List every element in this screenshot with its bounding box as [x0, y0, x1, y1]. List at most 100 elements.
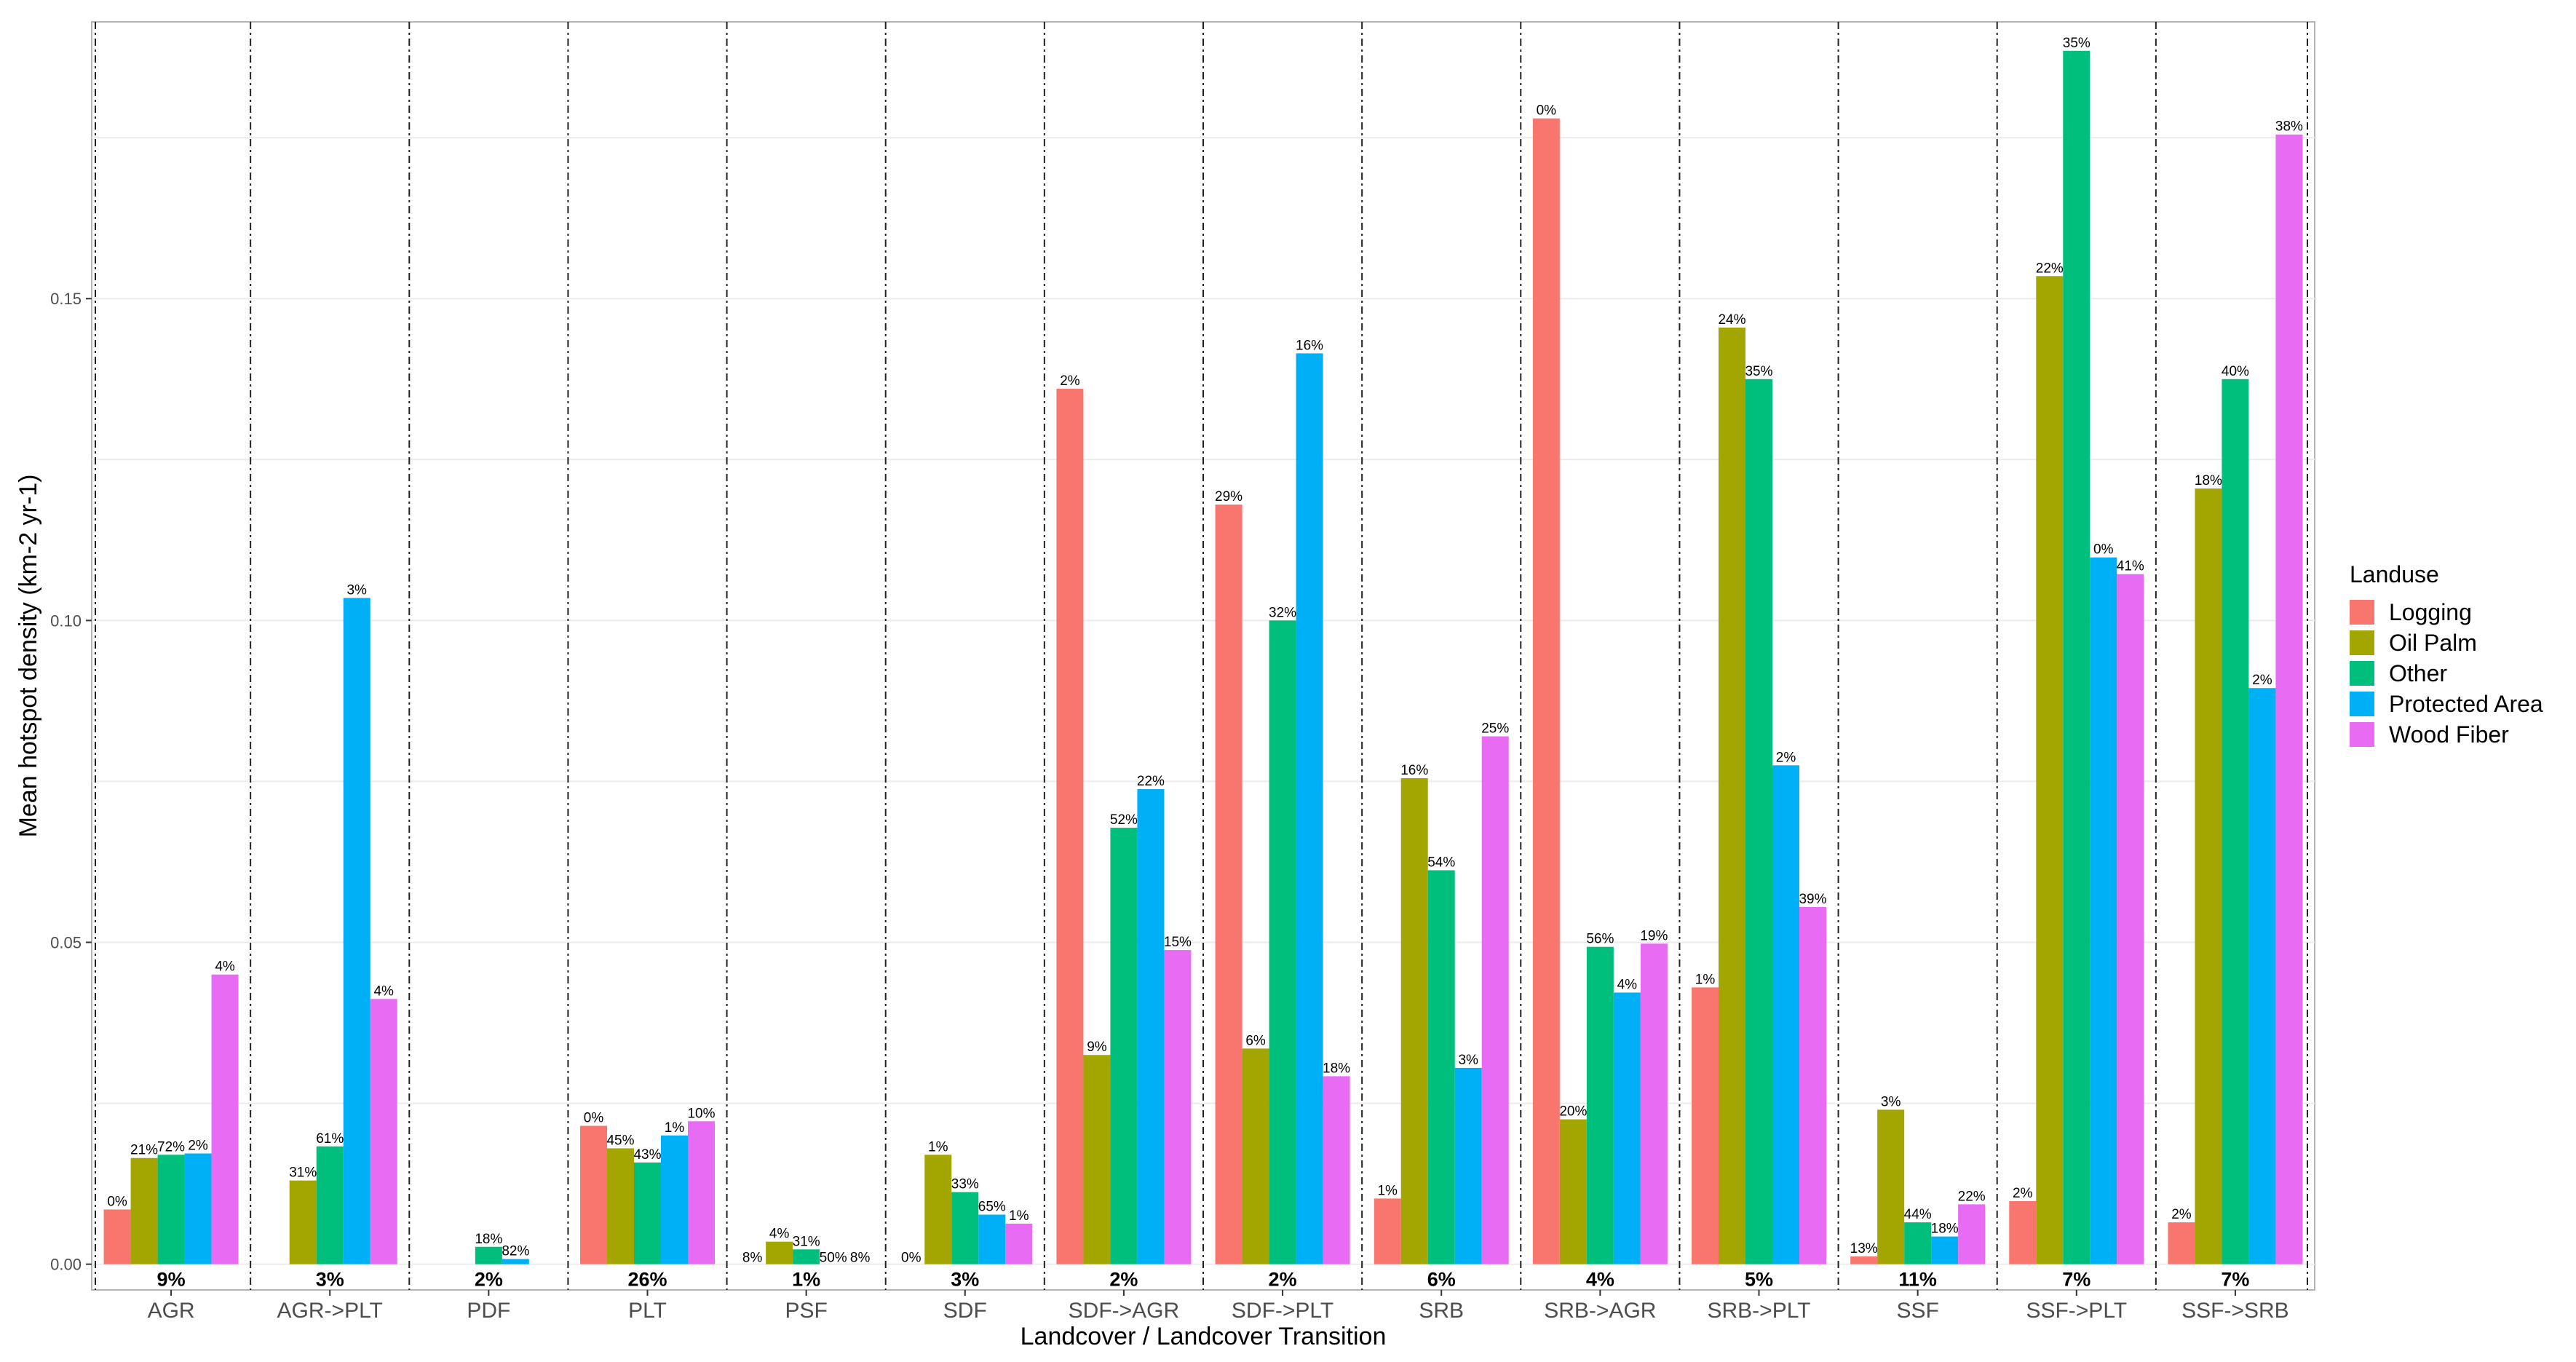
category-total: 2% — [1109, 1269, 1138, 1291]
bar-label: 29% — [1215, 489, 1243, 504]
bar-label: 18% — [2195, 473, 2222, 488]
bar-label: 2% — [2252, 673, 2272, 688]
bar-label: 52% — [1110, 812, 1138, 828]
bar-logging — [1850, 1256, 1878, 1264]
bar-protected-area — [502, 1259, 529, 1264]
bar-label: 1% — [665, 1120, 685, 1136]
bar-label: 22% — [1958, 1189, 1986, 1204]
bar-wood-fiber — [1640, 943, 1668, 1264]
bar-label: 33% — [951, 1177, 979, 1192]
x-tick-label: SRB->AGR — [1544, 1299, 1656, 1323]
category-total: 9% — [157, 1269, 186, 1291]
bar-protected-area — [343, 598, 370, 1264]
bar-label: 3% — [1881, 1094, 1901, 1109]
bar-label: 0% — [584, 1111, 604, 1126]
x-tick-label: SDF — [943, 1299, 987, 1323]
bar-protected-area — [1454, 1067, 1482, 1264]
category-total: 1% — [792, 1269, 820, 1291]
bar-other — [2063, 50, 2090, 1264]
bar-logging — [1374, 1198, 1401, 1264]
bar-wood-fiber — [1799, 906, 1826, 1264]
x-tick-label: AGR — [148, 1299, 195, 1323]
bar-logging — [580, 1125, 607, 1264]
bar-other — [2222, 379, 2249, 1264]
bar-protected-area — [1137, 789, 1165, 1264]
bar-label: 1% — [1695, 972, 1716, 987]
bar-label: 56% — [1586, 932, 1614, 947]
bar-label: 2% — [2013, 1186, 2033, 1201]
category-total: 2% — [1269, 1269, 1297, 1291]
bar-label: 18% — [1323, 1061, 1350, 1076]
category-separators — [95, 22, 2308, 1290]
bars — [103, 50, 2303, 1264]
y-tick-label: 0.00 — [50, 1256, 82, 1274]
bar-label: 0% — [107, 1194, 127, 1209]
bar-label: 40% — [2222, 364, 2249, 379]
bar-label: 4% — [215, 959, 235, 975]
bar-oil-palm — [1400, 778, 1428, 1264]
bar-protected-area — [1772, 765, 1799, 1264]
bar-oil-palm — [1083, 1055, 1111, 1264]
bar-label: 35% — [1745, 364, 1772, 379]
x-tick-label: PSF — [785, 1299, 827, 1323]
category-total: 3% — [316, 1269, 344, 1291]
bar-oil-palm — [2036, 276, 2064, 1264]
bar-label: 13% — [1850, 1241, 1878, 1256]
legend: Landuse Logging Oil Palm Other Protected Ar… — [2350, 561, 2543, 748]
x-tick-label: SDF->PLT — [1232, 1299, 1333, 1323]
bar-label: 24% — [1718, 312, 1745, 328]
bar-oil-palm — [289, 1180, 317, 1264]
bar-other — [634, 1162, 661, 1264]
bar-label: 4% — [373, 983, 394, 999]
bar-label: 1% — [1377, 1183, 1398, 1198]
bar-label: 16% — [1400, 763, 1428, 778]
bar-protected-area — [1296, 353, 1323, 1264]
bar-label: 22% — [1137, 774, 1165, 789]
bar-label: 2% — [1776, 750, 1796, 765]
bar-oil-palm — [607, 1148, 634, 1264]
y-tick-label: 0.10 — [50, 611, 82, 630]
x-tick-label: SRB->PLT — [1708, 1299, 1811, 1323]
category-total: 2% — [475, 1269, 503, 1291]
x-axis-ticks: AGR AGR->PLT PDF PLT PSF SDF SDF->AGR SDF->PLT S… — [148, 1290, 2289, 1323]
x-axis-title: Landcover / Landcover Transition — [1021, 1323, 1387, 1350]
bar-label: 8% — [742, 1251, 763, 1266]
bar-label: 44% — [1904, 1207, 1932, 1222]
legend-swatch-protected-area — [2350, 692, 2374, 716]
bar-label: 18% — [475, 1232, 502, 1247]
bar-other — [951, 1192, 979, 1264]
bar-labels: 0%21%72% 2%4%31%61%3%4%18%82%0%45%43%1%10… — [107, 36, 2303, 1266]
bar-label: 8% — [850, 1251, 871, 1266]
bar-label: 22% — [2036, 261, 2064, 276]
bar-label: 45% — [606, 1133, 634, 1148]
legend-swatch-other — [2350, 661, 2374, 686]
legend-item-label: Logging — [2389, 599, 2472, 625]
bar-other — [157, 1155, 185, 1264]
bar-label: 82% — [502, 1244, 529, 1259]
bar-wood-fiber — [2117, 574, 2144, 1264]
bar-wood-fiber — [211, 974, 239, 1264]
bar-wood-fiber — [1481, 736, 1509, 1264]
bar-protected-area — [2090, 557, 2117, 1264]
bar-wood-fiber — [370, 999, 397, 1264]
bar-logging — [1692, 987, 1719, 1264]
bar-other — [1745, 379, 1772, 1264]
bar-label: 50% — [820, 1251, 847, 1266]
bar-label: 41% — [2117, 559, 2144, 574]
legend-swatch-wood-fiber — [2350, 722, 2374, 747]
bar-other — [1269, 620, 1296, 1264]
bar-protected-area — [184, 1153, 212, 1264]
bar-label: 72% — [157, 1139, 185, 1155]
legend-title: Landuse — [2350, 561, 2439, 587]
y-axis-title: Mean hotspot density (km-2 yr-1) — [15, 475, 42, 838]
bar-label: 4% — [769, 1227, 790, 1242]
category-total: 7% — [2221, 1269, 2249, 1291]
bar-label: 3% — [1458, 1053, 1478, 1068]
bar-oil-palm — [2195, 488, 2222, 1264]
bar-protected-area — [1613, 992, 1641, 1264]
bar-label: 2% — [2171, 1207, 2192, 1222]
legend-swatch-oil-palm — [2350, 630, 2374, 655]
bar-label: 3% — [346, 582, 367, 598]
bar-label: 18% — [1931, 1222, 1959, 1237]
